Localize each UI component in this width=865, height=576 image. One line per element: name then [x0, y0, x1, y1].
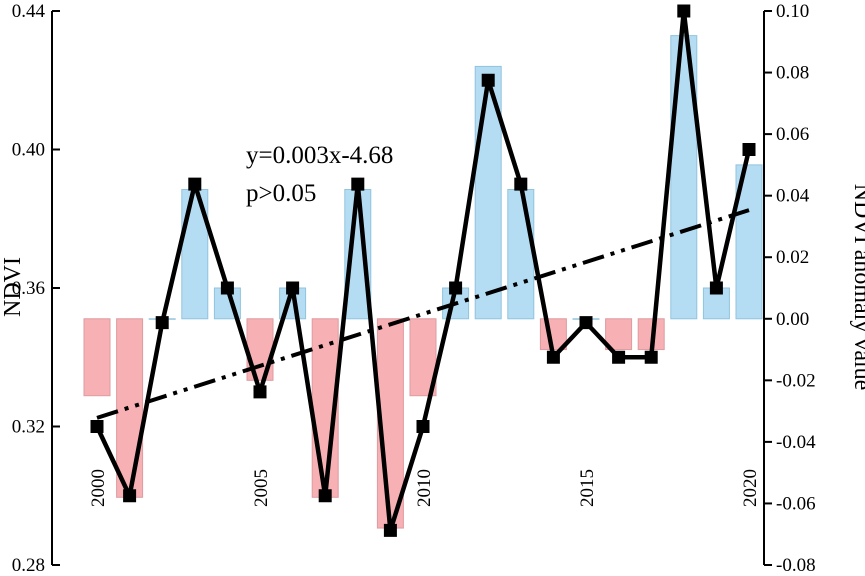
- ndvi-point-2011: [449, 281, 463, 295]
- axes: 0.28 0.32 0.36 0.40 0.44 -0.08 -0.06 -0.04 -0.02…: [12, 1, 816, 576]
- anomaly-bar-2001: [116, 318, 144, 498]
- year-label-2005: 2005: [251, 469, 272, 507]
- ndvi-point-2003: [188, 177, 202, 191]
- right-axis-title: NDVI anomaly value: [849, 184, 865, 391]
- left-tick-label: 0.28: [12, 555, 45, 576]
- ndvi-point-2006: [286, 281, 300, 295]
- ndvi-point-2005: [253, 385, 267, 399]
- ndvi-point-2016: [612, 350, 626, 364]
- right-tick-label: -0.02: [776, 370, 816, 391]
- ndvi-point-2007: [318, 489, 332, 503]
- anomaly-bar-2005: [246, 318, 274, 381]
- left-tick-label: 0.32: [12, 417, 45, 438]
- trend-line: [96, 208, 750, 420]
- ndvi-point-2001: [123, 489, 137, 503]
- year-label-2020: 2020: [740, 469, 761, 507]
- ndvi-point-2009: [383, 523, 397, 537]
- left-axis-title: NDVI: [0, 257, 26, 317]
- trend-line-group: [96, 208, 750, 420]
- anomaly-bar-2016: [605, 318, 633, 351]
- right-tick-label: 0.00: [776, 309, 809, 330]
- left-tick-label: 0.44: [12, 1, 46, 22]
- ndvi-point-2015: [579, 316, 593, 330]
- right-tick-label: -0.06: [776, 493, 816, 514]
- anomaly-bar-2000: [83, 318, 111, 397]
- ndvi-point-2018: [677, 4, 691, 18]
- ndvi-point-2008: [351, 177, 365, 191]
- ndvi-point-2012: [481, 73, 495, 87]
- right-tick-label: 0.02: [776, 247, 809, 268]
- right-tick-label: -0.08: [776, 555, 816, 576]
- anomaly-bar-2013: [507, 189, 535, 320]
- year-labels: 2000 2005 2010 2015 2020: [88, 469, 761, 507]
- ndvi-point-2013: [514, 177, 528, 191]
- right-tick-label: 0.04: [776, 186, 810, 207]
- right-tick-label: -0.04: [776, 432, 816, 453]
- p-value: p>0.05: [246, 180, 316, 207]
- year-label-2015: 2015: [577, 469, 598, 507]
- ndvi-point-2010: [416, 420, 430, 433]
- year-label-2010: 2010: [414, 469, 435, 507]
- regression-equation: y=0.003x-4.68: [246, 142, 393, 169]
- left-tick-label: 0.36: [12, 278, 45, 299]
- left-tick-label: 0.40: [12, 140, 45, 161]
- right-tick-label: 0.10: [776, 1, 809, 22]
- year-label-2000: 2000: [88, 469, 109, 507]
- right-tick-label: 0.08: [776, 63, 809, 84]
- ndvi-point-2002: [155, 316, 169, 330]
- anomaly-bar-2014: [539, 318, 567, 351]
- ndvi-point-2004: [220, 281, 234, 295]
- right-tick-label: 0.06: [776, 124, 809, 145]
- ndvi-point-2020: [742, 143, 756, 156]
- ndvi-point-2014: [546, 350, 560, 364]
- ndvi-point-2019: [709, 281, 723, 295]
- ndvi-series: [90, 4, 756, 537]
- ndvi-point-2000: [90, 420, 104, 433]
- ndvi-point-2017: [644, 350, 658, 364]
